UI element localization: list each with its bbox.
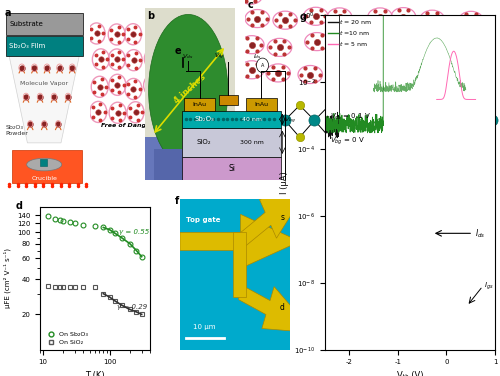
- Bar: [12, 150, 82, 183]
- Text: Molecule Vapor: Molecule Vapor: [20, 81, 68, 86]
- Text: γ = 0.29: γ = 0.29: [118, 305, 148, 311]
- Bar: [182, 111, 281, 128]
- Text: a: a: [5, 8, 12, 18]
- Bar: [233, 232, 246, 297]
- Text: 300 nm: 300 nm: [240, 140, 264, 145]
- Text: InAu: InAu: [254, 102, 268, 107]
- Text: 10 μm: 10 μm: [193, 324, 216, 330]
- Text: InAu: InAu: [192, 102, 207, 107]
- Circle shape: [256, 58, 268, 73]
- Text: vdW interface: vdW interface: [328, 85, 416, 95]
- Bar: [182, 157, 281, 180]
- FancyArrow shape: [180, 214, 300, 268]
- Legend: $t$ = 20 nm, $t$ =10 nm, $t$ = 5 nm: $t$ = 20 nm, $t$ =10 nm, $t$ = 5 nm: [328, 18, 372, 49]
- Text: s: s: [280, 213, 284, 222]
- Text: c: c: [248, 0, 254, 10]
- X-axis label: Vₜₕ (V): Vₜₕ (V): [397, 371, 423, 376]
- Text: SiO₂: SiO₂: [197, 139, 212, 145]
- Text: Sb₂O₃
Powder: Sb₂O₃ Powder: [6, 125, 28, 136]
- X-axis label: T (K): T (K): [85, 371, 105, 376]
- Bar: [145, 137, 235, 180]
- Ellipse shape: [148, 14, 228, 167]
- Text: Sb₂O₃: Sb₂O₃: [194, 116, 214, 122]
- Bar: [40, 159, 47, 166]
- Bar: [154, 149, 226, 180]
- Ellipse shape: [26, 158, 62, 171]
- Text: $V_{ds}$: $V_{ds}$: [182, 52, 194, 61]
- Text: 40 nm: 40 nm: [242, 117, 262, 122]
- Polygon shape: [9, 56, 79, 143]
- Text: $V_{bg}$: $V_{bg}$: [284, 116, 296, 126]
- Text: $I_{ds}$: $I_{ds}$: [474, 227, 485, 240]
- Text: Crucible: Crucible: [32, 176, 57, 180]
- Text: $I_{gs}$: $I_{gs}$: [484, 280, 494, 292]
- Text: d: d: [16, 201, 23, 211]
- Legend: On Sb₂O₃, On SiO₂: On Sb₂O₃, On SiO₂: [43, 330, 89, 347]
- Text: g: g: [300, 12, 306, 22]
- Text: Substrate: Substrate: [9, 21, 43, 27]
- Text: 4 inches: 4 inches: [172, 72, 208, 105]
- FancyArrow shape: [238, 184, 310, 248]
- Bar: [184, 98, 215, 111]
- Text: d: d: [280, 303, 284, 312]
- Text: b: b: [147, 11, 154, 21]
- Text: e: e: [174, 46, 181, 56]
- Bar: [6, 13, 84, 35]
- Text: Top gate: Top gate: [186, 217, 220, 223]
- Text: $V_{ds}$ = 0.1 V: $V_{ds}$ = 0.1 V: [330, 112, 371, 122]
- Bar: [182, 128, 281, 157]
- Text: $V_{bg}$ = 0 V: $V_{bg}$ = 0 V: [330, 136, 365, 147]
- Bar: [246, 98, 277, 111]
- Text: Si: Si: [228, 164, 235, 173]
- Bar: [218, 95, 238, 106]
- Text: f: f: [174, 196, 179, 206]
- Y-axis label: I (μA): I (μA): [280, 171, 288, 194]
- Text: γ = 0.55: γ = 0.55: [118, 229, 149, 235]
- FancyArrow shape: [238, 285, 314, 333]
- Text: Sb₂O₃ Film: Sb₂O₃ Film: [9, 43, 46, 49]
- Bar: [6, 36, 84, 56]
- Y-axis label: μFE (cm² V⁻¹ s⁻¹): μFE (cm² V⁻¹ s⁻¹): [4, 248, 11, 308]
- Text: $V_{tg}$: $V_{tg}$: [214, 52, 225, 62]
- Text: A: A: [261, 63, 264, 68]
- Text: Free of Dangling Bond: Free of Dangling Bond: [101, 123, 179, 128]
- Text: $I_{ds}$: $I_{ds}$: [252, 52, 262, 61]
